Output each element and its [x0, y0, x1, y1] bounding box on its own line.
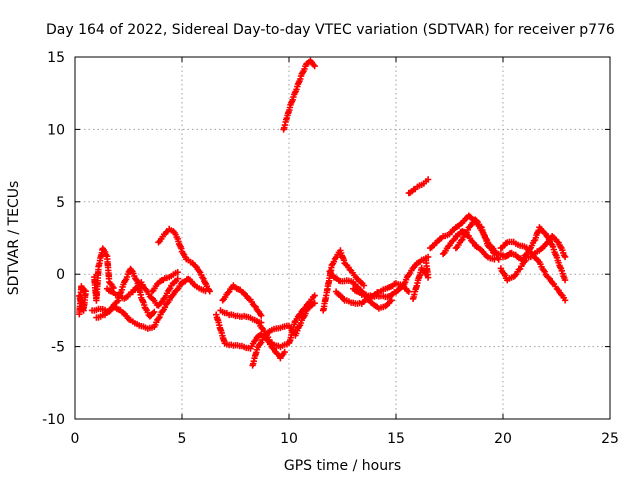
y-tick-label: 5 [56, 195, 65, 211]
chart-title: Day 164 of 2022, Sidereal Day-to-day VTE… [46, 22, 615, 38]
x-tick-label: 0 [71, 431, 80, 447]
data-series-arc-15 [326, 268, 395, 312]
x-tick-label: 10 [280, 431, 298, 447]
data-series-arc-6 [148, 269, 181, 295]
y-tick-label: -5 [51, 340, 65, 356]
x-axis-label: GPS time / hours [284, 458, 401, 474]
data-series-arc-7 [155, 225, 213, 295]
y-tick-label: 0 [56, 267, 65, 283]
data-series-arc-10 [217, 307, 265, 326]
data-series-arc-24 [497, 252, 569, 304]
plot-frame [74, 56, 611, 420]
data-series-arc-19 [405, 176, 432, 197]
x-tick-label: 25 [601, 431, 619, 447]
data-points [76, 57, 569, 369]
data-series-arc-9 [219, 282, 265, 319]
y-tick-label: -10 [42, 412, 65, 428]
x-tick-label: 5 [178, 431, 187, 447]
data-series-arc-13 [280, 57, 318, 133]
data-series-arc-4 [93, 275, 209, 332]
data-series-arc-17 [350, 253, 432, 301]
data-series-arc-1 [76, 283, 89, 318]
data-series-arc-22 [439, 228, 498, 263]
data-series-arc-26 [491, 247, 515, 260]
y-axis-label: SDTVAR / TECUs [6, 181, 22, 296]
data-series-arc-12 [255, 292, 318, 351]
data-series-arc-5 [103, 275, 181, 309]
grid-lines [75, 57, 610, 419]
x-tick-label: 15 [387, 431, 405, 447]
x-tick-label: 20 [494, 431, 512, 447]
data-series-arc-2 [91, 245, 117, 304]
axis-ticks: 0 5 10 15 20 25 -10 -5 0 5 10 15 [42, 50, 619, 447]
y-tick-label: 15 [47, 50, 65, 66]
data-series-arc-18 [409, 257, 432, 302]
y-tick-label: 10 [47, 122, 65, 138]
